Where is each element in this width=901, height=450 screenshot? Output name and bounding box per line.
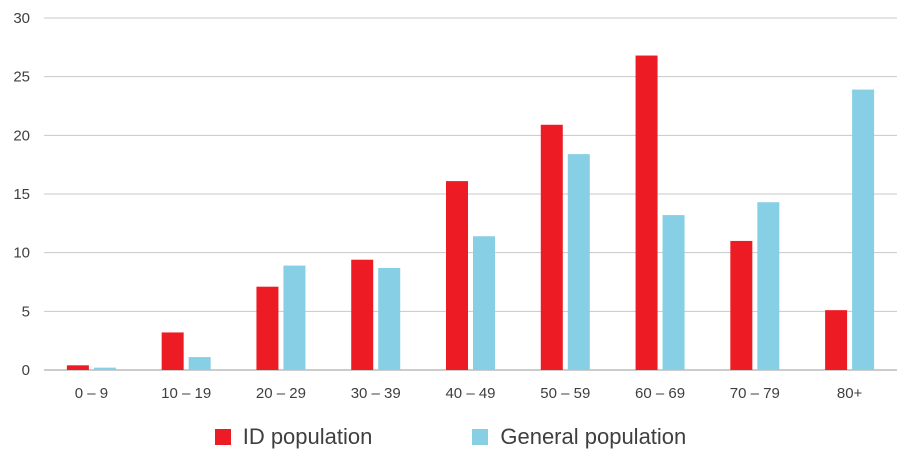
bar-general-population	[283, 265, 306, 370]
y-tick-label: 10	[13, 245, 30, 262]
x-tick-label: 60 – 69	[635, 385, 685, 402]
bar-general-population	[93, 367, 116, 370]
y-tick-label: 0	[22, 362, 30, 379]
bars	[66, 55, 875, 371]
bar-general-population	[757, 202, 780, 370]
y-tick-label: 15	[13, 186, 30, 203]
x-axis-tick-labels: 0 – 9 10 – 19 20 – 29 30 – 39 40 – 49 50 – 59…	[75, 385, 863, 402]
bar-chart: 0 5 10 15 20 25 30 0 – 9 10 – 19 20 – 29 30 – 39 4…	[13, 10, 897, 402]
x-tick-label: 70 – 79	[730, 385, 780, 402]
legend-item-general-population: General population	[472, 426, 686, 448]
legend: ID population General population	[0, 426, 901, 448]
bar-general-population	[852, 89, 875, 370]
bar-id-population	[66, 365, 89, 370]
bar-id-population	[446, 181, 468, 370]
y-tick-label: 5	[22, 303, 30, 320]
y-tick-label: 25	[13, 69, 30, 86]
legend-item-id-population: ID population	[214, 424, 373, 449]
x-tick-label: 50 – 59	[540, 385, 590, 402]
bar-id-population	[825, 310, 848, 370]
bar-general-population	[473, 236, 495, 370]
bar-general-population	[188, 357, 211, 370]
x-tick-label: 40 – 49	[445, 385, 495, 402]
legend-swatch-id-population	[214, 429, 231, 445]
legend-swatch-general-population	[472, 429, 489, 445]
bar-id-population	[635, 55, 658, 371]
x-tick-label: 0 – 9	[75, 385, 108, 402]
x-tick-label: 80+	[837, 385, 863, 402]
y-axis-tick-labels: 0 5 10 15 20 25 30	[13, 10, 30, 379]
bar-general-population	[662, 215, 685, 370]
bar-general-population	[567, 154, 590, 370]
bar-id-population	[161, 332, 184, 370]
bar-id-population	[730, 240, 753, 370]
y-tick-label: 20	[13, 127, 30, 144]
x-tick-label: 20 – 29	[256, 385, 306, 402]
bar-id-population	[540, 124, 563, 370]
bar-id-population	[256, 286, 279, 370]
bar-general-population	[378, 267, 401, 370]
y-tick-label: 30	[13, 10, 30, 27]
bar-id-population	[351, 259, 374, 370]
x-tick-label: 30 – 39	[351, 385, 401, 402]
legend-label-general-population: General population	[500, 424, 687, 449]
gridlines	[44, 17, 897, 371]
x-tick-label: 10 – 19	[161, 385, 211, 402]
legend-label-id-population: ID population	[242, 424, 373, 449]
